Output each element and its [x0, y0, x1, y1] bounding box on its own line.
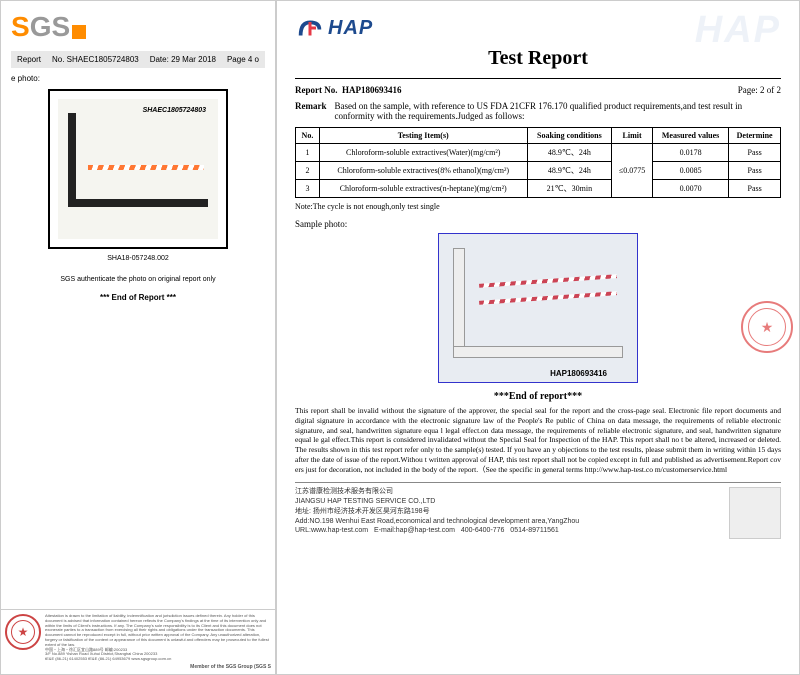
table-cell: 0.0178 — [652, 144, 728, 162]
table-cell: Chloroform-soluble extractives(Water)(mg… — [319, 144, 527, 162]
qr-code-icon — [729, 487, 781, 539]
sample-photo-label: Sample photo: — [295, 219, 781, 229]
sgs-fine-print: Attestation is drawn to the limitation o… — [45, 614, 271, 670]
company-cn: 江苏谱康检测技术服务有限公司 — [295, 487, 781, 497]
sgs-logo-gs: GS — [30, 11, 70, 43]
report-date: Date: 29 Mar 2018 — [150, 55, 216, 64]
hap-end-of-report: ***End of report*** — [295, 391, 781, 402]
table-cell: Chloroform-soluble extractives(n-heptane… — [319, 180, 527, 198]
table-note: Note:The cycle is not enough,only test s… — [295, 202, 781, 211]
table-header: Testing Item(s) — [319, 128, 527, 144]
remark-block: Remark Based on the sample, with referen… — [295, 101, 781, 121]
table-header: Determine — [729, 128, 781, 144]
report-page: Page 4 o — [227, 55, 259, 64]
hap-seal-icon — [741, 301, 793, 353]
auth-text: SGS authenticate the photo on original r… — [11, 276, 265, 283]
ruler-vertical-icon — [68, 113, 76, 207]
ruler-horizontal-icon — [453, 346, 623, 358]
table-cell: 48.9℃、24h — [527, 162, 612, 180]
report-label: Report — [17, 55, 41, 64]
ruler-vertical-icon — [453, 248, 465, 358]
sgs-header-row: Report No. SHAEC1805724803 Date: 29 Mar … — [11, 51, 265, 68]
table-row: 2Chloroform-soluble extractives(8% ethan… — [296, 162, 781, 180]
table-cell: ≤0.0775 — [612, 144, 653, 198]
ruler-horizontal-icon — [68, 199, 208, 207]
disclaimer-text: This report shall be invalid without the… — [295, 406, 781, 474]
table-cell: Chloroform-soluble extractives(8% ethano… — [319, 162, 527, 180]
table-cell: Pass — [729, 144, 781, 162]
hap-watermark: HAP — [695, 9, 781, 52]
sgs-logo: S GS — [11, 11, 265, 43]
table-header: Measured values — [652, 128, 728, 144]
sgs-logo-box-icon — [72, 25, 86, 39]
sgs-seal-icon — [5, 614, 41, 650]
table-cell: 0.0070 — [652, 180, 728, 198]
photo-label: e photo: — [11, 74, 265, 83]
hap-report-page: HAP HAP Test Report Report No. HAP180693… — [276, 0, 800, 675]
table-cell: 1 — [296, 144, 320, 162]
table-cell: 0.0085 — [652, 162, 728, 180]
hap-logo-text: HAP — [328, 17, 373, 40]
table-cell: Pass — [729, 162, 781, 180]
table-header: No. — [296, 128, 320, 144]
table-row: 1Chloroform-soluble extractives(Water)(m… — [296, 144, 781, 162]
report-title: Test Report — [295, 47, 781, 70]
results-table: No.Testing Item(s)Soaking conditionsLimi… — [295, 127, 781, 198]
table-cell: 2 — [296, 162, 320, 180]
sgs-footer: Attestation is drawn to the limitation o… — [1, 609, 275, 674]
addr-en: Add:NO.198 Wenhui East Road,economical a… — [295, 517, 781, 527]
hap-footer: 江苏谱康检测技术服务有限公司 JIANGSU HAP TESTING SERVI… — [295, 482, 781, 536]
table-cell: 3 — [296, 180, 320, 198]
hap-logo-mark-icon — [295, 13, 325, 43]
table-cell: 21℃、30min — [527, 180, 612, 198]
hap-photo-caption: HAP180693416 — [550, 369, 607, 378]
sgs-sample-photo: SHAEC1805724803 — [48, 89, 228, 249]
report-no: No. SHAEC1805724803 — [52, 55, 139, 64]
table-cell: 48.9℃、24h — [527, 144, 612, 162]
sample-straw-1-icon — [479, 274, 617, 288]
sample-straw-2-icon — [479, 291, 617, 305]
sgs-logo-s: S — [11, 11, 30, 43]
hap-logo: HAP — [295, 13, 373, 43]
company-en: JIANGSU HAP TESTING SERVICE CO.,LTD — [295, 497, 781, 507]
photo-caption: SHA18-057248.002 — [11, 255, 265, 262]
sample-straw-icon — [88, 165, 204, 170]
sgs-report-page: S GS Report No. SHAEC1805724803 Date: 29… — [0, 0, 276, 675]
table-header: Limit — [612, 128, 653, 144]
table-row: 3Chloroform-soluble extractives(n-heptan… — [296, 180, 781, 198]
table-cell: Pass — [729, 180, 781, 198]
photo-id-text: SHAEC1805724803 — [143, 107, 206, 114]
table-header: Soaking conditions — [527, 128, 612, 144]
end-of-report: *** End of Report *** — [11, 293, 265, 302]
addr-cn: 地址: 扬州市经济技术开发区昊河东路198号 — [295, 507, 781, 517]
hap-sample-photo: HAP180693416 — [438, 233, 638, 383]
report-meta-row: Report No. HAP180693416 Page: 2 of 2 — [295, 85, 781, 95]
